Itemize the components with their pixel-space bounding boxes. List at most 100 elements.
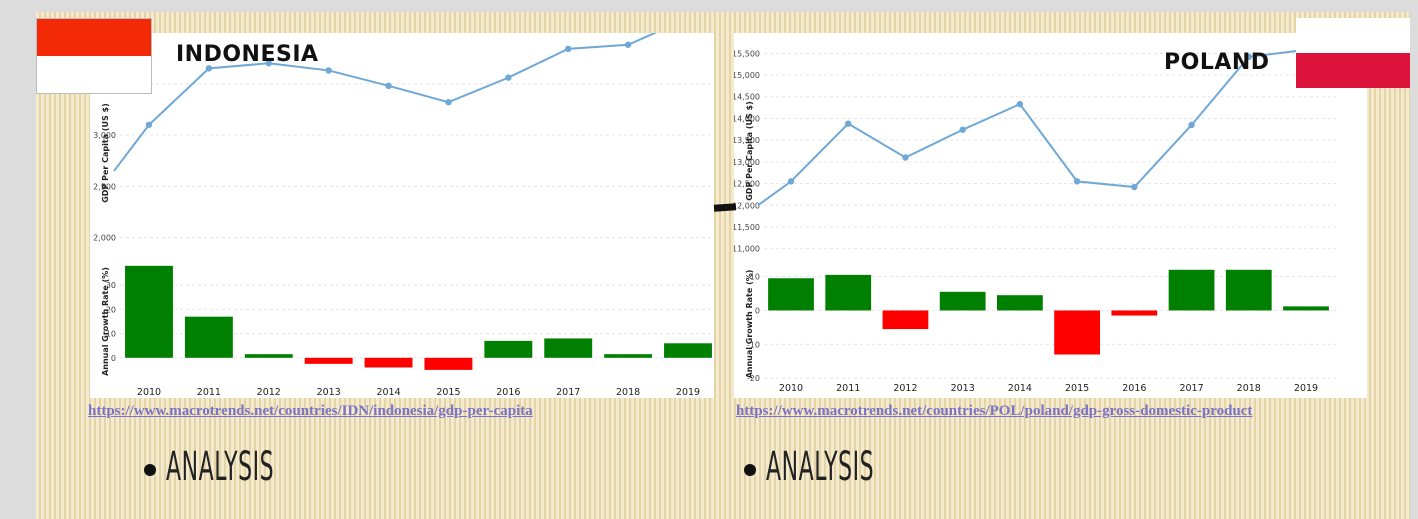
indonesia-title: INDONESIA <box>176 42 319 67</box>
growth-bar <box>604 354 653 358</box>
y-tick-label: 12,000 <box>734 201 760 210</box>
data-point <box>959 126 966 133</box>
y-tick-label: 10 <box>750 273 760 282</box>
y-axis-label: Annual Growth Rate (%) <box>101 267 110 376</box>
growth-bar <box>882 310 929 330</box>
y-tick-label: 13,000 <box>734 158 760 167</box>
y-tick-label: 14,500 <box>734 93 760 102</box>
bullet-icon <box>744 464 756 476</box>
data-point <box>1188 121 1195 129</box>
data-point <box>787 178 795 185</box>
data-point <box>1131 183 1138 191</box>
growth-bar <box>997 295 1043 311</box>
y-tick-label: -10 <box>747 340 760 349</box>
x-tick-label: 2018 <box>1237 383 1261 394</box>
x-tick-label: 2016 <box>496 387 520 398</box>
y-axis-label: GDP Per Capita (US $) <box>745 101 754 201</box>
poland-flag <box>1296 18 1410 88</box>
y-tick-label: 0 <box>755 306 760 315</box>
connector-line <box>713 203 737 212</box>
data-point <box>445 99 452 106</box>
x-tick-label: 2015 <box>436 387 460 398</box>
indonesia-flag <box>36 18 152 94</box>
x-tick-label: 2011 <box>197 387 221 398</box>
y-tick-label: 13,500 <box>734 136 760 145</box>
flag-red-stripe <box>37 19 151 56</box>
x-tick-label: 2014 <box>376 387 400 398</box>
bullet-icon <box>144 464 156 476</box>
y-tick-label: 10 <box>106 330 116 339</box>
flag-white-stripe <box>1296 18 1410 53</box>
data-point <box>205 65 213 72</box>
growth-bar <box>1111 310 1158 316</box>
x-tick-label: 2012 <box>893 383 917 394</box>
x-tick-label: 2012 <box>257 387 281 398</box>
growth-bar <box>1283 306 1329 311</box>
data-point <box>902 154 909 161</box>
y-tick-label: 2,000 <box>93 234 116 243</box>
flag-red-stripe <box>1296 53 1410 88</box>
flag-white-stripe <box>37 56 151 93</box>
y-tick-label: -20 <box>747 374 760 383</box>
growth-bar <box>825 274 872 311</box>
x-tick-label: 2010 <box>137 387 161 398</box>
growth-bar <box>364 357 413 368</box>
growth-bar <box>939 291 986 311</box>
y-tick-label: 15,000 <box>734 71 760 80</box>
data-point <box>505 74 512 81</box>
x-tick-label: 2019 <box>1294 383 1318 394</box>
data-point <box>265 60 272 67</box>
data-point <box>1016 100 1024 108</box>
growth-bar <box>184 316 233 358</box>
growth-bar <box>768 278 814 311</box>
poland-source-link[interactable]: https://www.macrotrends.net/countries/PO… <box>736 403 1253 419</box>
data-point <box>1073 178 1081 185</box>
growth-bar <box>484 340 533 358</box>
data-point <box>565 45 572 53</box>
x-tick-label: 2018 <box>616 387 640 398</box>
poland-title: POLAND <box>1164 50 1270 75</box>
x-tick-label: 2013 <box>317 387 341 398</box>
y-tick-label: 30 <box>106 281 116 290</box>
growth-bar <box>544 338 593 358</box>
poland-chart: 11,000 11,500 12,000 12,500 13,000 13,500 14,0… <box>734 46 1336 394</box>
indonesia-source-link[interactable]: https://www.macrotrends.net/countries/ID… <box>88 403 533 419</box>
x-tick-label: 2016 <box>1122 383 1146 394</box>
data-point <box>385 82 392 90</box>
growth-bar <box>125 265 173 358</box>
x-tick-label: 2017 <box>1179 383 1203 394</box>
x-tick-label: 2013 <box>951 383 975 394</box>
x-tick-label: 2010 <box>779 383 803 394</box>
data-point <box>145 121 153 128</box>
growth-bar <box>664 343 712 358</box>
y-tick-label: 14,000 <box>734 114 760 123</box>
growth-bar <box>424 357 473 370</box>
analysis-bullet-right: ANALYSIS <box>766 444 875 490</box>
x-tick-label: 2015 <box>1065 383 1089 394</box>
data-point <box>624 41 632 48</box>
y-tick-label: 11,500 <box>734 223 760 232</box>
growth-bar <box>1168 269 1215 311</box>
x-tick-label: 2011 <box>836 383 860 394</box>
growth-bar <box>244 354 293 358</box>
y-tick-label: 3,000 <box>93 131 116 140</box>
analysis-bullet-left: ANALYSIS <box>166 444 275 490</box>
growth-bar <box>1054 310 1100 355</box>
data-point <box>325 67 332 74</box>
y-tick-label: 0 <box>111 354 116 363</box>
x-tick-label: 2014 <box>1008 383 1032 394</box>
y-tick-label: 15,500 <box>734 49 760 58</box>
data-point <box>1245 53 1252 61</box>
growth-bar <box>1225 269 1272 311</box>
x-tick-label: 2017 <box>556 387 580 398</box>
y-axis-label: GDP Per Capita (US $) <box>101 103 110 203</box>
y-tick-label: 2,500 <box>93 182 116 191</box>
poland-chart-panel: 11,000 11,500 12,000 12,500 13,000 13,500 14,0… <box>734 33 1367 398</box>
y-tick-label: 12,500 <box>734 180 760 189</box>
y-tick-label: 20 <box>106 305 116 314</box>
data-point <box>845 120 852 127</box>
x-tick-label: 2019 <box>676 387 700 398</box>
